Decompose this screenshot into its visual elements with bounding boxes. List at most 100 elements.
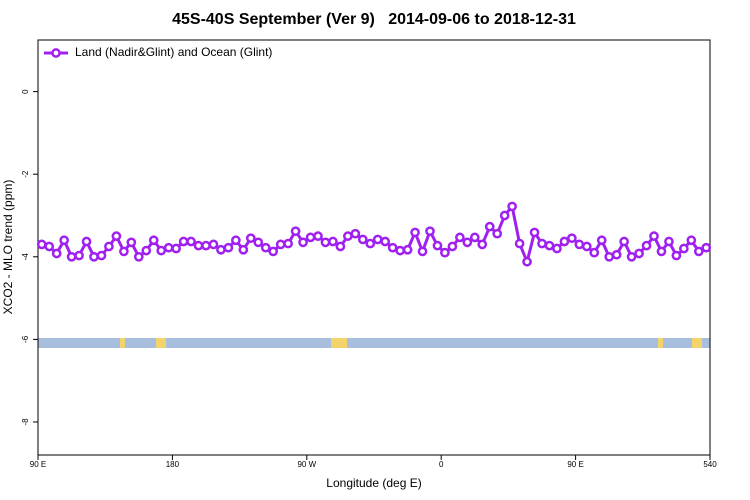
data-point: [664, 236, 674, 247]
data-point: [148, 235, 159, 246]
data-point: [514, 238, 525, 249]
data-point: [81, 236, 92, 247]
data-point: [216, 244, 226, 255]
data-point: [507, 201, 517, 212]
data-point: [372, 234, 383, 245]
data-point: [492, 228, 503, 239]
data-point: [231, 235, 241, 246]
data-point: [701, 242, 712, 253]
data-point: [559, 236, 570, 247]
data-point: [686, 235, 697, 246]
data-point: [417, 246, 428, 257]
data-point: [357, 234, 368, 245]
legend-marker: [51, 48, 61, 58]
data-point: [171, 243, 181, 254]
data-point: [313, 231, 323, 241]
data-point: [387, 242, 398, 253]
data-point: [552, 243, 562, 254]
data-point: [96, 250, 107, 261]
data-point: [619, 236, 629, 247]
data-point: [410, 227, 420, 238]
x-tick-label: 90 E: [30, 460, 46, 469]
plot-frame: [37, 39, 711, 456]
x-tick-label: 540: [703, 460, 717, 469]
data-point: [402, 244, 413, 255]
data-point: [335, 241, 346, 252]
data-point: [208, 239, 219, 250]
data-point: [499, 210, 510, 221]
data-point: [283, 238, 293, 249]
data-point: [44, 241, 55, 252]
data-point: [484, 221, 495, 232]
data-point: [245, 233, 256, 244]
data-point: [567, 233, 577, 244]
x-tick-label: 0: [439, 460, 444, 469]
data-point: [328, 236, 338, 247]
data-point: [656, 246, 667, 257]
data-point: [574, 239, 585, 250]
data-point: [425, 226, 435, 237]
data-point: [432, 240, 443, 251]
data-point: [693, 246, 704, 257]
x-axis-label: Longitude (deg E): [326, 476, 421, 490]
data-point: [596, 235, 607, 246]
data-point: [156, 245, 167, 256]
data-point: [89, 251, 99, 262]
data-point: [186, 236, 196, 247]
y-tick-label: -8: [21, 418, 30, 426]
data-point: [649, 231, 659, 241]
data-point: [679, 243, 689, 254]
data-point: [455, 232, 465, 243]
x-tick-label: 90 W: [297, 460, 316, 469]
data-point: [447, 241, 458, 252]
data-point: [178, 236, 189, 247]
land-ocean-strip: [38, 338, 710, 348]
data-point: [126, 237, 137, 248]
y-tick-label: 0: [21, 89, 30, 94]
data-point: [253, 237, 264, 248]
y-tick-label: -6: [21, 335, 30, 343]
data-point: [522, 256, 532, 267]
data-point: [544, 240, 555, 251]
data-point: [395, 245, 405, 256]
data-point: [462, 237, 473, 248]
data-point: [477, 239, 488, 250]
y-tick-label: -4: [21, 253, 30, 261]
data-point: [671, 250, 682, 261]
data-point: [343, 231, 353, 241]
x-tick-label: 90 E: [567, 460, 583, 469]
data-point: [201, 240, 211, 251]
data-point: [133, 251, 144, 262]
data-point: [268, 246, 279, 257]
chart-title: 45S-40S September (Ver 9) 2014-09-06 to …: [172, 11, 576, 28]
data-point: [275, 239, 286, 250]
data-point: [51, 248, 62, 259]
data-point: [305, 232, 316, 243]
data-point: [141, 245, 152, 256]
data-point: [66, 251, 77, 262]
data-point: [626, 251, 637, 262]
data-point: [111, 231, 122, 241]
data-point: [298, 237, 308, 248]
data-point: [604, 251, 615, 262]
x-tick-label: 180: [166, 460, 180, 469]
data-point: [238, 244, 249, 255]
data-point: [290, 226, 301, 237]
data-point: [537, 238, 547, 249]
data-point: [365, 238, 376, 249]
data-point: [74, 250, 84, 261]
data-point: [350, 228, 361, 239]
data-point: [440, 247, 450, 258]
data-point: [529, 227, 540, 238]
data-point: [320, 237, 331, 248]
data-point: [589, 247, 600, 258]
data-point: [380, 236, 391, 247]
data-point: [469, 232, 480, 243]
data-point: [581, 241, 592, 252]
y-tick-label: -2: [21, 170, 30, 178]
data-point: [260, 242, 271, 253]
data-point: [104, 241, 114, 252]
data-point: [193, 240, 204, 251]
legend-label: Land (Nadir&Glint) and Ocean (Glint): [75, 45, 272, 59]
